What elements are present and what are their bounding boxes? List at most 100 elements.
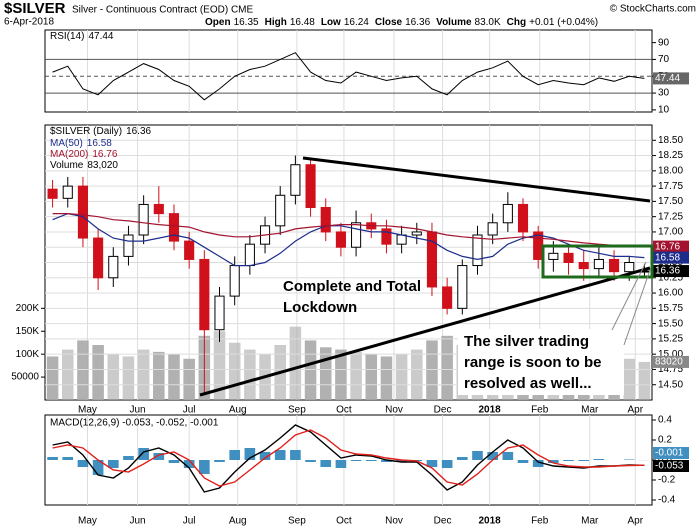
- value-box: [653, 251, 689, 264]
- y-tick-label: 50000: [11, 372, 39, 383]
- candle-body: [229, 265, 240, 297]
- volume-bar: [213, 331, 226, 400]
- volume-bar: [304, 340, 317, 400]
- macd-histogram-bar: [92, 460, 104, 475]
- macd-histogram-bar: [426, 460, 438, 467]
- macd-histogram-bar: [396, 460, 407, 462]
- volume-bar: [411, 349, 423, 400]
- x-tick-label: Aug: [229, 516, 247, 527]
- macd-legend: MACD(12,26,9) -0.053, -0.052, -0.001: [50, 418, 219, 429]
- y-tick-label: 14.75: [658, 364, 683, 375]
- macd-histogram-bar: [472, 451, 483, 460]
- y-tick-label: 15.75: [658, 303, 683, 314]
- quote-value: +0.01 (+0.04%): [529, 17, 598, 28]
- candle-body: [517, 203, 529, 233]
- y-tick-label: 17.00: [658, 227, 683, 238]
- x-tick-label: Sep: [288, 405, 306, 416]
- candle-body: [351, 222, 362, 248]
- macd-histogram-bar: [244, 448, 256, 460]
- legend-entry: Volume 83,020: [50, 160, 118, 171]
- macd-histogram-bar: [168, 460, 180, 463]
- candle-body: [244, 243, 255, 267]
- value-box: [653, 265, 689, 278]
- macd-histogram-bar: [517, 460, 529, 463]
- moving-average: [52, 212, 645, 267]
- quote-value: 16.35: [234, 17, 259, 28]
- volume-bar: [107, 354, 120, 400]
- macd-histogram-bar: [305, 460, 316, 462]
- legend-name: Volume: [50, 160, 84, 171]
- candle-body: [320, 207, 331, 233]
- volume-bar: [46, 356, 59, 400]
- y-tick-label: 17.50: [658, 196, 683, 207]
- x-tick-label: Jun: [130, 405, 146, 416]
- macd-line: [52, 429, 645, 487]
- x-tick-label: Apr: [628, 516, 644, 527]
- candle-body: [199, 258, 210, 331]
- annotation-box: [458, 329, 624, 395]
- arrow: [611, 261, 647, 331]
- value-box-label: -0.001: [655, 448, 684, 459]
- macd-histogram-bar: [593, 459, 605, 460]
- legend-name: $SILVER (Daily): [50, 126, 122, 137]
- x-tick-label: May: [78, 405, 97, 416]
- candle-body: [47, 188, 58, 199]
- value-box: [653, 460, 689, 472]
- candle-body: [578, 262, 589, 270]
- rsi-line: [52, 52, 645, 101]
- lower-trendline: [199, 266, 651, 397]
- legend-value: 47.44: [88, 31, 113, 42]
- x-tick-label: Mar: [581, 516, 599, 527]
- volume-bar: [395, 354, 408, 400]
- macd-histogram-bar: [350, 460, 362, 461]
- value-box: [653, 355, 689, 368]
- candle-body: [396, 234, 407, 245]
- macd-histogram-bar: [563, 460, 574, 461]
- x-tick-label: Oct: [336, 516, 352, 527]
- volume-bar: [61, 349, 74, 400]
- macd-histogram-bar: [214, 460, 225, 462]
- quote-label: Low: [321, 17, 341, 28]
- y-tick-label: 14.50: [658, 379, 683, 390]
- quote-label: Chg: [507, 17, 526, 28]
- x-tick-label: Feb: [531, 405, 549, 416]
- macd-histogram-bar: [441, 460, 453, 468]
- volume-bar: [244, 349, 256, 400]
- annotation: The silver trading: [464, 333, 589, 350]
- annotation: resolved as well...: [464, 375, 592, 392]
- macd-histogram-bar: [487, 452, 498, 460]
- candle-body: [381, 228, 392, 245]
- y-tick-label: 17.25: [658, 211, 683, 222]
- x-tick-label: Sep: [288, 516, 306, 527]
- macd-histogram-bar: [138, 448, 149, 460]
- legend-entry: MA(200) 16.76: [50, 149, 118, 160]
- candle-body: [457, 265, 468, 309]
- value-box: [653, 447, 689, 459]
- volume-bar: [335, 349, 347, 400]
- volume-bar: [380, 356, 393, 400]
- macd-histogram-bar: [259, 452, 271, 460]
- x-tick-label: Aug: [229, 405, 247, 416]
- credit: © StockCharts.com: [610, 4, 696, 15]
- y-tick-label: 90: [658, 37, 670, 48]
- candle-body: [305, 164, 316, 209]
- macd-histogram-bar: [47, 457, 58, 460]
- description: Silver - Continuous Contract (EOD) CME: [72, 5, 253, 16]
- x-tick-label: 2018: [479, 516, 502, 527]
- value-box-label: 16.58: [655, 252, 680, 263]
- y-tick-label: 18.00: [658, 165, 683, 176]
- volume-bar: [365, 354, 378, 400]
- quote-label: Volume: [436, 17, 472, 28]
- legend-entry: RSI(14) 47.44: [50, 31, 114, 42]
- macd-histogram-bar: [502, 452, 514, 460]
- macd-histogram-bar: [199, 460, 210, 474]
- value-box-label: -0.053: [655, 461, 684, 472]
- x-tick-label: Feb: [531, 516, 549, 527]
- x-tick-label: Apr: [628, 405, 644, 416]
- y-tick-label: 70: [658, 54, 670, 65]
- x-tick-label: 2018: [479, 405, 502, 416]
- quote-line: Open 16.35 High 16.48 Low 16.24 Close 16.36 Volu…: [205, 17, 598, 28]
- macd-histogram-bar: [532, 460, 544, 467]
- x-tick-label: Jul: [183, 405, 196, 416]
- volume-bar: [183, 358, 195, 400]
